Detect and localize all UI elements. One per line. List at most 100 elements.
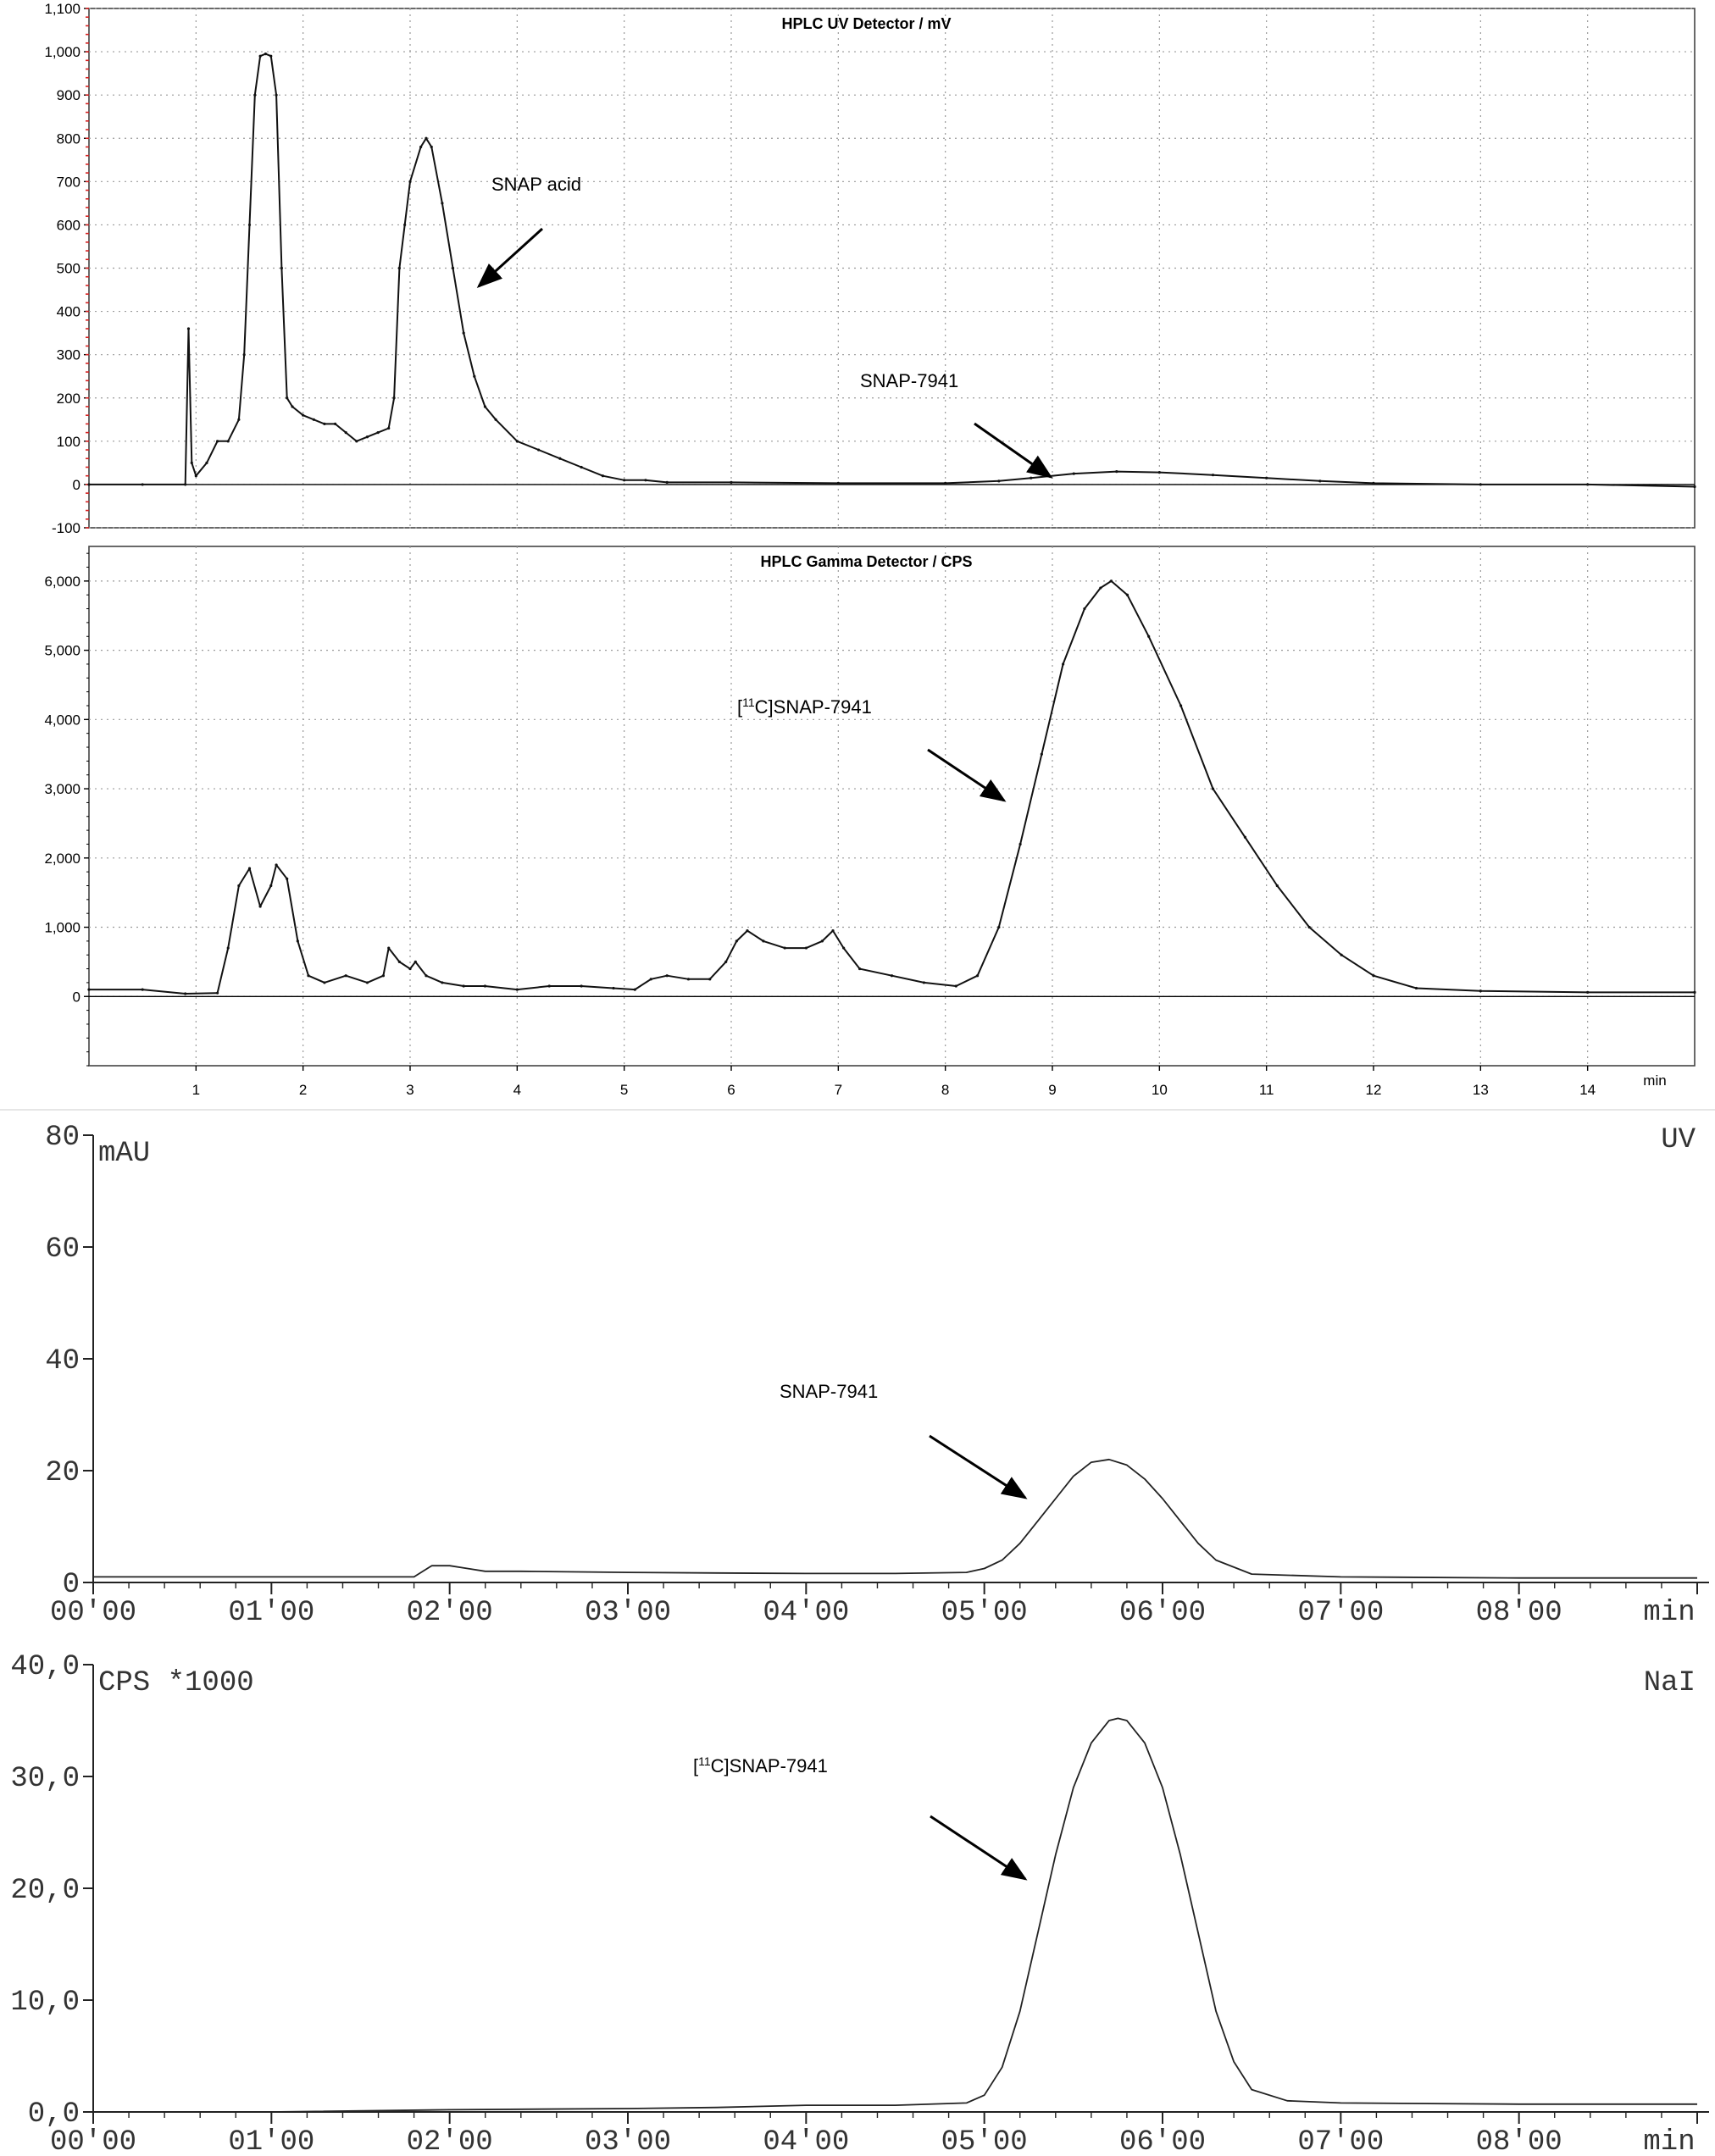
data-point <box>1479 483 1482 486</box>
data-point <box>1211 474 1215 477</box>
data-point <box>226 946 230 950</box>
y-tick-label: 2,000 <box>44 851 80 867</box>
analytical-panel-uv: 0 20 40 60 80 00'00 01'00 02'00 03'00 04'00 05'00 0… <box>45 1122 1709 1629</box>
data-point <box>307 974 310 978</box>
plot-frame <box>88 546 1696 1067</box>
data-point <box>425 136 428 140</box>
hplc-panel-gamma: 0 1,000 2,000 3,000 4,000 5,000 6,000 HPLC Gamm… <box>44 546 1696 1098</box>
data-point <box>269 54 273 58</box>
data-point <box>397 960 401 963</box>
y-tick-label: 40,0 <box>10 1651 80 1683</box>
data-point <box>633 988 636 991</box>
data-point <box>1307 925 1311 929</box>
data-point <box>954 984 957 988</box>
y-tick-label: 60 <box>45 1233 80 1266</box>
data-point <box>547 984 551 988</box>
data-point <box>419 145 423 149</box>
data-point <box>275 863 278 867</box>
y-tick-label: 200 <box>57 391 80 407</box>
x-tick-label: 8 <box>941 1082 949 1098</box>
x-tick-label: 04'00 <box>763 1597 849 1629</box>
y-tick-label: 0 <box>63 1569 80 1601</box>
data-point <box>1083 607 1086 611</box>
data-point <box>141 988 144 991</box>
annotation-label: [11C]SNAP-7941 <box>693 1754 828 1776</box>
data-point <box>344 974 347 978</box>
data-point <box>644 479 647 482</box>
data-point <box>392 396 396 400</box>
data-point <box>746 929 749 933</box>
data-point <box>302 413 305 417</box>
data-point <box>1275 884 1279 888</box>
data-point <box>1211 787 1215 790</box>
data-point <box>1243 835 1246 839</box>
x-tick-label: 00'00 <box>50 2126 136 2156</box>
data-point <box>275 93 278 97</box>
y-axis-unit-label: CPS *1000 <box>98 1667 254 1699</box>
data-point <box>258 905 262 908</box>
data-point <box>186 327 191 330</box>
data-point <box>242 353 246 357</box>
data-point <box>922 981 925 984</box>
data-point <box>483 984 487 988</box>
y-tick-label: 800 <box>57 130 80 147</box>
data-point <box>1147 635 1151 638</box>
x-tick-label: 11 <box>1259 1082 1274 1098</box>
data-point <box>975 974 980 978</box>
data-point <box>269 884 273 888</box>
x-tick-label: 5 <box>620 1082 628 1098</box>
data-point <box>355 440 358 443</box>
data-point <box>836 481 840 485</box>
hplc-panel-uv: -100 0 100 200 300 400 500 600 700 800 900 1,000 1,1… <box>44 1 1696 536</box>
y-tick-label: 1,100 <box>44 1 80 17</box>
y-tick-label: 80 <box>45 1122 80 1154</box>
data-point <box>286 396 289 400</box>
data-point <box>483 405 487 408</box>
x-axis-label: min <box>1643 1597 1695 1629</box>
panel-title: HPLC Gamma Detector / CPS <box>760 553 972 570</box>
data-point <box>87 483 91 486</box>
data-point <box>473 374 476 378</box>
x-tick-label: 08'00 <box>1476 2126 1562 2156</box>
annotation-label: SNAP acid <box>491 174 581 195</box>
data-point <box>708 978 712 981</box>
y-tick-label: 10,0 <box>10 1987 80 2019</box>
x-tick-label: 04'00 <box>763 2126 849 2156</box>
y-tick-label: 0 <box>73 989 80 1005</box>
series-line <box>93 1458 1697 1579</box>
y-tick-label: 3,000 <box>44 781 80 797</box>
data-point <box>1157 471 1161 474</box>
data-point <box>1040 752 1043 756</box>
x-tick-label: 2 <box>299 1082 307 1098</box>
data-point <box>226 440 230 443</box>
data-point <box>1115 469 1118 474</box>
data-point <box>286 877 289 880</box>
data-point <box>1018 842 1022 846</box>
data-point <box>451 266 455 270</box>
data-point <box>997 479 1001 483</box>
x-tick-label: 01'00 <box>228 1597 314 1629</box>
data-point <box>601 474 605 478</box>
x-tick-label: 08'00 <box>1476 1597 1562 1629</box>
data-point <box>397 266 401 270</box>
data-point <box>323 981 326 984</box>
data-point <box>1109 579 1113 583</box>
data-point <box>408 967 412 971</box>
x-tick-label: 14 <box>1579 1082 1596 1098</box>
x-tick-label: 12 <box>1366 1082 1382 1098</box>
data-point <box>649 978 652 981</box>
y-tick-label: 30,0 <box>10 1763 80 1795</box>
data-point <box>580 984 583 988</box>
data-point <box>141 483 144 486</box>
y-tick-label: 40 <box>45 1345 80 1377</box>
detector-corner-label: NaI <box>1644 1667 1696 1699</box>
x-tick-label: 06'00 <box>1119 1597 1206 1629</box>
y-tick-label: 20,0 <box>10 1875 80 1907</box>
data-point <box>87 988 91 991</box>
annotation-arrow <box>476 227 544 289</box>
y-tick-label: 700 <box>57 174 80 190</box>
y-tick-label: 0 <box>73 477 80 493</box>
y-tick-label: 6,000 <box>44 574 80 590</box>
annotation-label: SNAP-7941 <box>860 370 958 391</box>
y-tick-label: 100 <box>57 434 80 450</box>
